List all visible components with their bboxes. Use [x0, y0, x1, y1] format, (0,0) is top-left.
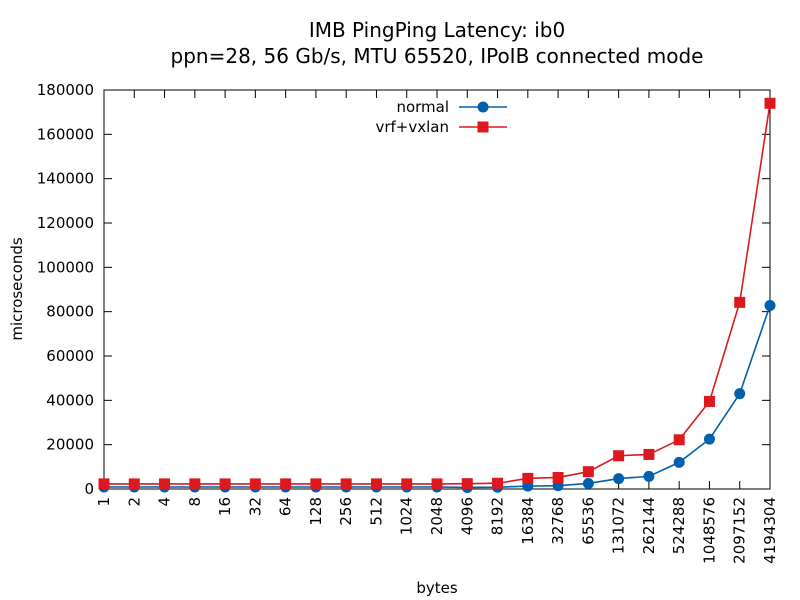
y-tick-label: 40000	[46, 391, 94, 409]
data-point	[764, 299, 776, 311]
data-point	[249, 478, 261, 490]
x-tick-label: 262144	[640, 497, 658, 554]
x-tick-label: 128	[307, 497, 325, 526]
legend-marker	[477, 101, 489, 113]
legend-label: normal	[396, 98, 449, 116]
data-point	[764, 97, 776, 109]
x-tick-label: 1024	[398, 497, 416, 535]
data-point	[703, 395, 715, 407]
y-axis-label: microseconds	[8, 237, 26, 341]
data-point	[98, 478, 110, 490]
data-point	[461, 478, 473, 490]
data-point	[734, 388, 746, 400]
x-tick-label: 65536	[579, 497, 597, 545]
x-tick-label: 32	[246, 497, 264, 516]
x-tick-label: 32768	[549, 497, 567, 545]
data-point	[492, 477, 504, 489]
data-point	[340, 478, 352, 490]
data-point	[582, 477, 594, 489]
data-point	[703, 433, 715, 445]
data-point	[643, 470, 655, 482]
series-line-vrf-vxlan	[104, 103, 771, 485]
y-tick-label: 120000	[37, 214, 94, 232]
series-line-normal	[104, 305, 771, 489]
data-point	[582, 466, 594, 478]
y-tick-label: 20000	[46, 436, 94, 454]
data-point	[673, 434, 685, 446]
data-point	[159, 478, 171, 490]
legend-marker	[477, 121, 489, 133]
data-point	[431, 478, 443, 490]
x-tick-label: 4	[156, 497, 174, 507]
data-point	[219, 478, 231, 490]
x-tick-label: 8	[186, 497, 204, 507]
x-tick-label: 16384	[519, 497, 537, 545]
x-tick-label: 4194304	[761, 497, 779, 564]
y-tick-label: 160000	[37, 125, 94, 143]
x-tick-label: 1048576	[700, 497, 718, 564]
data-point	[280, 478, 292, 490]
data-point	[552, 471, 564, 483]
x-tick-label: 2	[125, 497, 143, 507]
data-point	[370, 478, 382, 490]
data-point	[613, 473, 625, 485]
x-tick-label: 8192	[489, 497, 507, 535]
y-tick-label: 80000	[46, 303, 94, 321]
x-tick-label: 16	[216, 497, 234, 516]
data-point	[613, 450, 625, 462]
data-point	[310, 478, 322, 490]
x-tick-label: 2048	[428, 497, 446, 535]
x-tick-label: 2097152	[731, 497, 749, 564]
data-point	[401, 478, 413, 490]
x-tick-label: 524288	[670, 497, 688, 554]
data-point	[189, 478, 201, 490]
data-point	[643, 448, 655, 460]
data-point	[128, 478, 140, 490]
data-point	[522, 472, 534, 484]
y-tick-label: 60000	[46, 347, 94, 365]
y-tick-label: 140000	[37, 170, 94, 188]
y-tick-label: 180000	[37, 81, 94, 99]
x-tick-label: 1	[95, 497, 113, 507]
data-point	[673, 456, 685, 468]
x-axis-label: bytes	[416, 579, 458, 597]
y-tick-label: 100000	[37, 258, 94, 276]
x-tick-label: 64	[277, 497, 295, 516]
plot-border	[103, 89, 771, 490]
legend-label: vrf+vxlan	[375, 118, 449, 136]
y-tick-label: 0	[84, 480, 94, 498]
x-tick-label: 131072	[610, 497, 628, 554]
x-tick-label: 256	[337, 497, 355, 526]
chart-subtitle: ppn=28, 56 Gb/s, MTU 65520, IPoIB connec…	[171, 44, 704, 68]
data-point	[734, 296, 746, 308]
x-tick-label: 512	[367, 497, 385, 526]
x-tick-label: 4096	[458, 497, 476, 535]
plot-area: 0 20000 40000 60000 80000 100000 120000 140000 1…	[37, 81, 779, 564]
chart-title: IMB PingPing Latency: ib0	[309, 18, 565, 42]
